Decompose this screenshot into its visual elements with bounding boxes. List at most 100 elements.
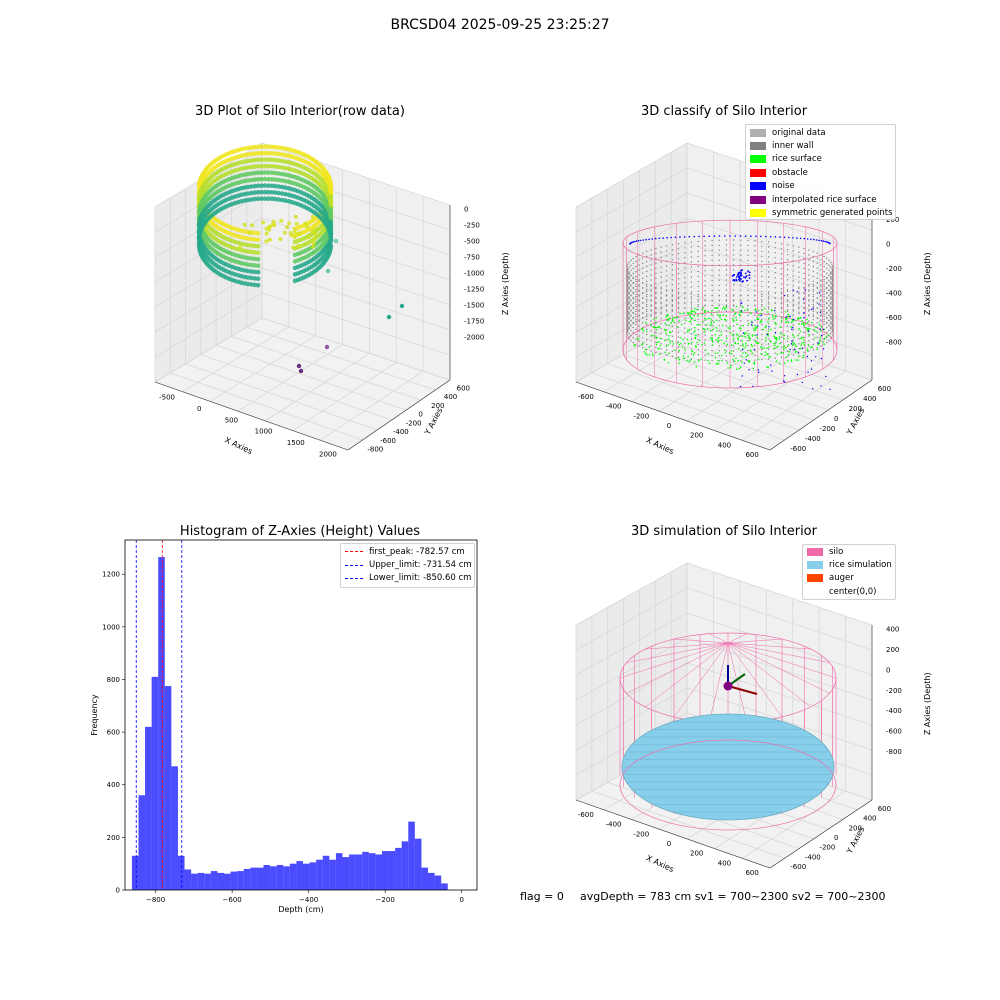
p1-y-tick-label: -400 — [393, 428, 409, 436]
p2-grid-line — [575, 317, 688, 383]
p1-grid-line — [265, 353, 370, 422]
p1-data-point — [266, 196, 271, 201]
p1-z-tick-label: -1750 — [464, 317, 484, 325]
p1-data-point — [264, 239, 269, 244]
p1-data-point — [249, 256, 254, 261]
p1-data-point — [242, 222, 247, 227]
p2-z-tick-label: -400 — [886, 290, 902, 298]
panel3-title: Histogram of Z-Axies (Height) Values — [179, 524, 421, 539]
p1-data-point — [273, 157, 278, 163]
p2-inner-wall-point — [823, 283, 825, 286]
legend-item: symmetric generated points — [746, 206, 895, 219]
p2-inner-wall-point — [820, 320, 822, 322]
p1-data-point — [255, 243, 261, 249]
p1-data-point — [328, 183, 334, 189]
legend-label: auger — [829, 573, 854, 584]
avg-depth-text: avgDepth = 783 cm sv1 = 700~2300 sv2 = 7… — [580, 890, 886, 903]
p2-y-tick-label: 0 — [834, 415, 838, 423]
p1-data-point — [255, 237, 261, 242]
p1-z-tick-label: 0 — [464, 206, 468, 214]
legend-swatch — [807, 574, 823, 583]
legend-item: Lower_limit: -850.60 cm — [341, 572, 474, 585]
p2-inner-wall-point — [830, 313, 832, 315]
p2-inner-wall-point — [830, 288, 832, 290]
legend-swatch — [750, 168, 766, 177]
p2-grid-line — [686, 353, 793, 422]
p1-grid-line — [261, 292, 451, 356]
p4-x-tick-label: -600 — [578, 811, 594, 819]
p2-inner-wall-point — [826, 341, 828, 344]
p2-inner-wall-point — [820, 315, 822, 317]
p2-inner-wall-point — [832, 272, 834, 274]
p2-y-tick-label: 600 — [878, 385, 891, 393]
p2-inner-wall-point — [832, 302, 834, 304]
p2-inner-wall-point — [812, 308, 814, 311]
legend-swatch — [750, 128, 766, 137]
p1-data-point — [294, 221, 299, 226]
p2-inner-wall-point — [832, 277, 834, 279]
p2-inner-wall-point — [832, 307, 834, 309]
p1-data-point — [249, 262, 254, 268]
legend-item: center(0,0) — [803, 585, 895, 598]
p1-data-point — [259, 183, 264, 188]
p1-data-point — [249, 197, 254, 202]
p4-z-tick-label: 200 — [886, 646, 899, 654]
p2-floor-pane — [576, 318, 872, 450]
p1-data-point — [266, 176, 271, 182]
p1-grid-line — [237, 344, 343, 412]
p4-z-axis-label: Z Axies (Depth) — [923, 672, 932, 735]
p2-inner-wall-point — [830, 298, 832, 300]
p1-outlier-point — [324, 344, 330, 350]
p1-data-point — [273, 170, 278, 176]
p2-inner-wall-point — [812, 298, 814, 301]
p1-data-point — [266, 157, 271, 162]
p1-data-point — [255, 230, 261, 236]
p1-data-point — [269, 144, 275, 150]
p2-x-tick-label: 200 — [690, 432, 703, 440]
p1-data-point — [262, 176, 268, 182]
p1-data-point — [276, 145, 282, 150]
legend-label: Upper_limit: -731.54 cm — [369, 560, 472, 571]
p1-y-axis-line — [347, 379, 451, 451]
p1-data-point — [261, 220, 266, 225]
p1-data-point — [266, 150, 271, 156]
p1-data-point — [245, 191, 251, 196]
p1-data-point — [292, 229, 297, 234]
p2-inner-wall-point — [820, 280, 822, 282]
p1-data-point — [328, 235, 334, 241]
p2-grid-line — [575, 217, 688, 283]
p2-inner-wall-point — [830, 333, 832, 335]
p2-inner-wall-point — [820, 285, 822, 287]
p1-data-point — [255, 256, 261, 262]
p1-data-point — [282, 230, 287, 235]
legend-line-swatch — [345, 577, 363, 579]
p1-data-point — [284, 225, 289, 230]
p1-data-point — [278, 237, 283, 242]
p1-data-point — [291, 245, 296, 250]
legend-item: silo — [803, 545, 895, 558]
p2-y-tick-label: 400 — [863, 395, 876, 403]
legend-item: inner wall — [746, 139, 895, 152]
p1-data-point — [288, 231, 293, 236]
p1-data-point — [266, 144, 271, 149]
p1-data-point — [269, 157, 275, 163]
p1-data-point — [269, 190, 275, 195]
p2-z-tick-label: 0 — [886, 241, 890, 249]
p2-x-tick-label: 600 — [745, 451, 758, 459]
p2-inner-wall-point — [816, 327, 818, 329]
p1-data-point — [255, 269, 261, 275]
p1-data-point — [262, 144, 268, 149]
p1-data-point — [249, 164, 254, 170]
p1-data-point — [252, 164, 257, 169]
p4-z-tick-label: -400 — [886, 707, 902, 715]
p1-outlier-point — [296, 363, 302, 369]
p1-data-point — [307, 235, 311, 240]
p2-inner-wall-point — [830, 308, 832, 310]
p1-data-point — [267, 237, 272, 242]
p1-data-point — [252, 250, 257, 255]
p1-x-axis-line — [154, 381, 349, 451]
p2-inner-wall-point — [820, 340, 822, 342]
p1-data-point — [266, 163, 271, 169]
p2-inner-wall-point — [832, 322, 834, 324]
p2-z-tick-label: -600 — [886, 314, 902, 322]
